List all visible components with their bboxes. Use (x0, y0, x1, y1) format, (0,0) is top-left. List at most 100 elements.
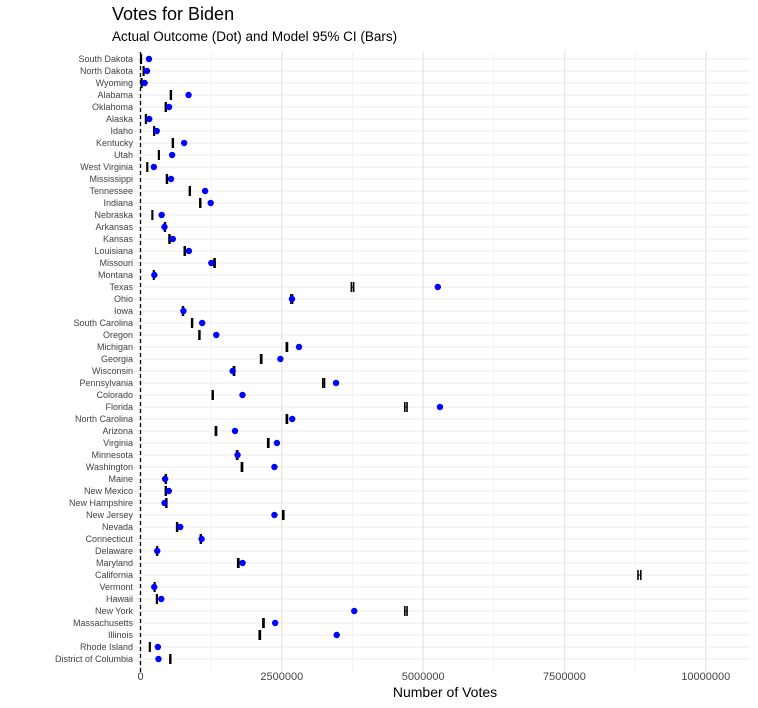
actual-dot (185, 247, 193, 255)
actual-dot (273, 439, 281, 447)
actual-dot (151, 271, 158, 279)
actual-dot (158, 595, 165, 603)
y-tick-label: Connecticut (85, 534, 133, 544)
actual-dot (165, 103, 173, 111)
actual-dot-layer (141, 55, 444, 663)
y-tick-label: Arizona (102, 426, 133, 436)
actual-dot (185, 91, 192, 99)
y-tick-label: Colorado (96, 390, 133, 400)
y-tick-label: Georgia (101, 354, 133, 364)
y-tick-label: Wisconsin (92, 366, 133, 376)
y-tick-label: Florida (105, 402, 133, 412)
y-tick-label: Montana (98, 270, 133, 280)
chart-title: Votes for Biden (112, 4, 235, 24)
y-tick-label: Hawaii (106, 594, 133, 604)
y-tick-label: Kentucky (96, 138, 134, 148)
y-tick-label: California (95, 570, 133, 580)
actual-dot (434, 283, 441, 291)
actual-dot (436, 403, 444, 411)
actual-dot (155, 655, 162, 663)
actual-dot (213, 331, 220, 339)
actual-dot (277, 355, 284, 363)
actual-dot (198, 535, 205, 543)
y-tick-label: Minnesota (91, 450, 133, 460)
y-tick-label: Massachusetts (73, 618, 134, 628)
actual-dot (271, 511, 278, 519)
actual-dot (332, 379, 340, 387)
y-tick-label: Nevada (102, 522, 133, 532)
actual-dot (229, 367, 236, 375)
actual-dot (167, 175, 175, 183)
y-tick-label: Texas (109, 282, 133, 292)
actual-dot (150, 163, 158, 171)
y-tick-label: Illinois (108, 630, 134, 640)
chart-subtitle: Actual Outcome (Dot) and Model 95% CI (B… (112, 29, 398, 44)
actual-dot (180, 307, 187, 315)
actual-dot (239, 559, 246, 567)
y-tick-label: Nebraska (94, 210, 133, 220)
y-tick-label: Kansas (103, 234, 134, 244)
actual-dot (143, 67, 151, 75)
actual-dot (145, 55, 153, 63)
y-tick-label: Virginia (103, 438, 133, 448)
actual-dot (146, 115, 153, 123)
actual-dot (151, 583, 158, 591)
y-tick-label: Alaska (106, 114, 133, 124)
actual-dot (289, 415, 296, 423)
y-tick-label: Louisiana (94, 246, 133, 256)
y-tick-label: Iowa (114, 306, 133, 316)
y-tick-label: Delaware (95, 546, 133, 556)
x-tick-labels: 0 2500000 5000000 7500000 10000000 (137, 671, 730, 683)
x-tick-label: 5000000 (402, 671, 445, 683)
y-tick-label: Pennsylvania (79, 378, 133, 388)
actual-dot (177, 523, 184, 531)
actual-dot (141, 79, 148, 87)
y-tick-label: Rhode Island (80, 642, 133, 652)
actual-dot (295, 343, 303, 351)
actual-dot (169, 235, 176, 243)
y-tick-label: Indiana (103, 198, 133, 208)
y-tick-label: West Virginia (80, 162, 133, 172)
actual-dot (271, 463, 278, 471)
y-tick-label: Washington (86, 462, 133, 472)
y-tick-label: New Hampshire (69, 498, 133, 508)
y-tick-label: Utah (114, 150, 133, 160)
y-tick-label: Maine (108, 474, 133, 484)
actual-dot (239, 391, 246, 399)
y-tick-label: Michigan (97, 342, 133, 352)
x-axis-title: Number of Votes (393, 684, 497, 700)
actual-dot (208, 259, 215, 267)
actual-dot (165, 487, 173, 495)
x-tick-label: 7500000 (543, 671, 586, 683)
actual-dot (201, 187, 209, 195)
actual-dot (234, 451, 241, 459)
actual-dot (154, 547, 161, 555)
y-tick-label: Vermont (99, 582, 133, 592)
y-tick-label: New York (95, 606, 134, 616)
y-tick-label: Tennessee (89, 186, 133, 196)
y-tick-label: Alabama (97, 90, 133, 100)
x-tick-label: 0 (137, 671, 143, 683)
actual-dot (333, 631, 340, 639)
y-tick-label: Mississippi (89, 174, 133, 184)
actual-dot (271, 619, 279, 627)
y-tick-label: Oklahoma (92, 102, 133, 112)
actual-dot (231, 427, 239, 435)
actual-dot (158, 211, 165, 219)
y-tick-label: New Jersey (86, 510, 134, 520)
actual-dot (161, 499, 168, 507)
y-tick-label: Missouri (99, 258, 133, 268)
y-tick-label: New Mexico (84, 486, 133, 496)
y-tick-label: South Carolina (73, 318, 133, 328)
actual-dot (161, 475, 169, 483)
y-tick-label: North Dakota (80, 66, 133, 76)
y-tick-label: Maryland (96, 558, 133, 568)
y-tick-label: District of Columbia (55, 654, 133, 664)
actual-dot (198, 319, 206, 327)
y-tick-label: South Dakota (78, 54, 133, 64)
actual-dot (168, 151, 176, 159)
actual-dot (207, 199, 214, 207)
x-tick-label: 2500000 (260, 671, 303, 683)
y-tick-label: Wyoming (96, 78, 133, 88)
actual-dot (288, 295, 296, 303)
